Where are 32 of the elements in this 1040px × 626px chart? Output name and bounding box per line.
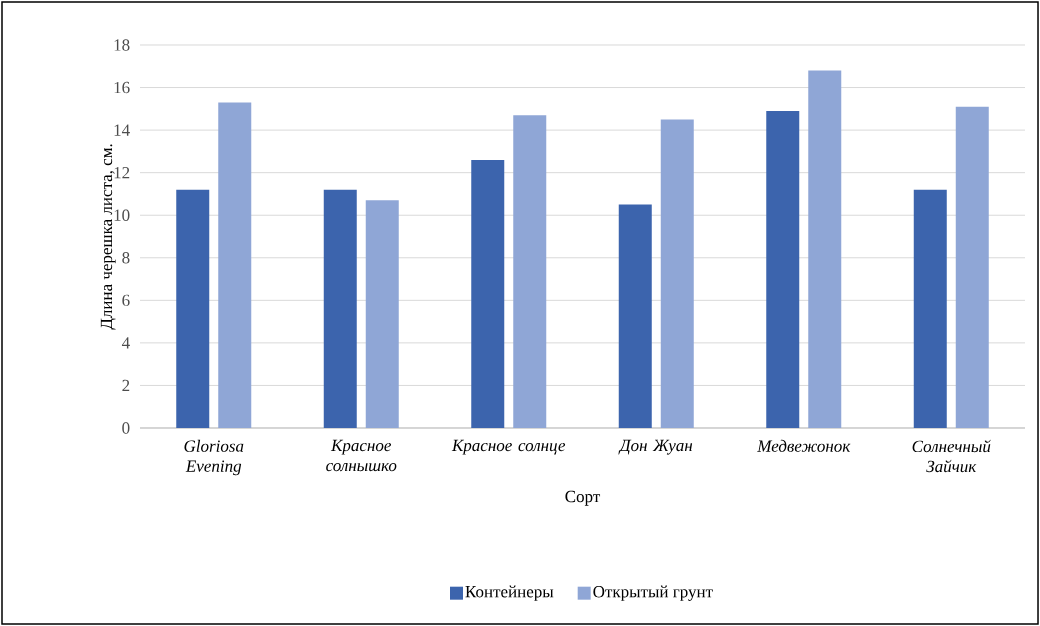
bar: [808, 70, 842, 428]
y-tick-label: 10: [114, 209, 130, 221]
x-tick-label: Медвежонок: [757, 439, 851, 452]
legend-label: Контейнеры: [465, 585, 554, 601]
bar: [176, 189, 210, 428]
bar: [513, 115, 547, 428]
bar: [913, 189, 947, 428]
x-tick-label: Красное солнышко: [326, 439, 397, 472]
y-tick-label: 18: [114, 39, 130, 51]
bar: [471, 159, 505, 428]
y-tick-label: 0: [122, 422, 130, 434]
y-axis-title: Длина черешка листа, см.: [100, 144, 116, 330]
y-tick-label: 2: [122, 379, 130, 392]
bar: [323, 189, 357, 428]
y-tick-label: 14: [114, 124, 130, 136]
x-tick-label: Дон Жуан: [618, 439, 693, 455]
bar: [365, 200, 399, 428]
x-tick-label: Gloriosa Evening: [184, 439, 244, 476]
y-tick-label: 8: [122, 252, 130, 264]
y-tick-label: 16: [114, 81, 130, 94]
x-axis-title: Сорт: [565, 490, 601, 506]
x-tick-label: Солнечный Зайчик: [912, 439, 991, 473]
legend-label: Открытый грунт: [593, 585, 713, 601]
y-tick-label: 12: [114, 167, 130, 179]
bar: [766, 110, 800, 428]
bar: [618, 204, 652, 428]
y-tick-label: 4: [121, 337, 130, 349]
bar: [218, 102, 252, 428]
bar: [660, 119, 694, 428]
bar: [955, 106, 989, 428]
x-tick-label: Красное солнце: [451, 439, 566, 455]
y-tick-label: 6: [122, 294, 130, 307]
